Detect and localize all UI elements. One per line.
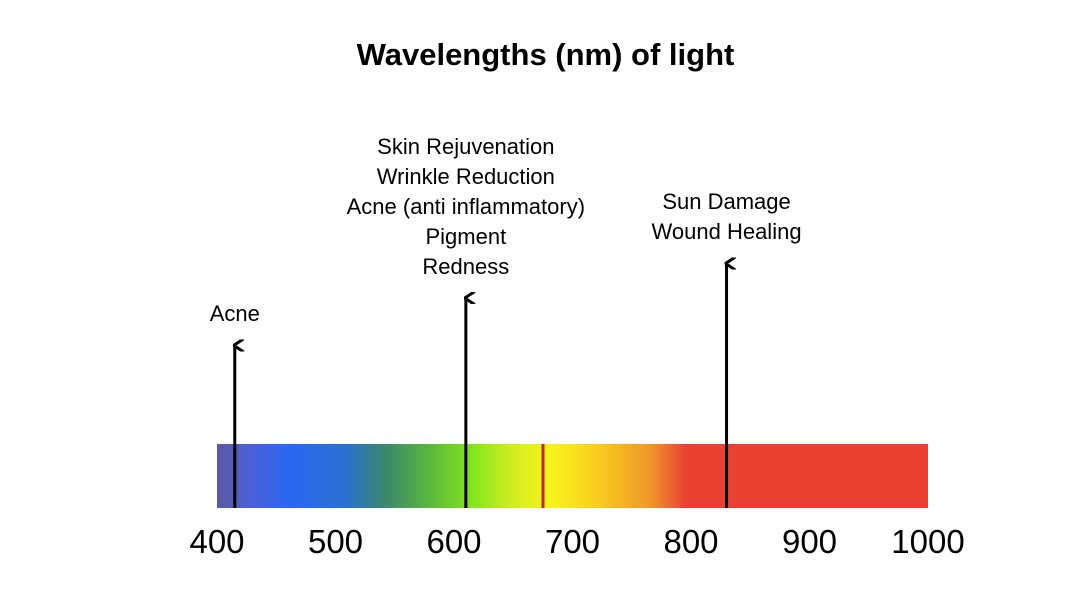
- marker-label-line: Pigment: [425, 224, 507, 250]
- marker-label-line: Acne (anti inflammatory): [346, 194, 586, 220]
- tick-label-400: 400: [189, 523, 245, 560]
- marker-label-line: Redness: [422, 254, 510, 280]
- tick-label-600: 600: [426, 523, 482, 560]
- tick-label-500: 500: [307, 523, 364, 560]
- tick-label-800: 800: [663, 523, 719, 560]
- diagram-title: Wavelengths (nm) of light: [356, 37, 735, 72]
- arrows-layer: [235, 263, 727, 508]
- marker-label-line: Skin Rejuvenation: [377, 134, 555, 160]
- marker-label-line: Sun Damage: [662, 189, 791, 215]
- tick-label-1000: 1000: [891, 523, 965, 560]
- marker-label-1: Acne: [210, 299, 260, 329]
- marker-label-3: Sun Damage Wound Healing: [652, 187, 802, 247]
- marker-label-line: Wound Healing: [651, 219, 802, 245]
- tick-label-900: 900: [781, 523, 838, 560]
- marker-label-line: Acne: [209, 301, 260, 327]
- spectrum-bar: [217, 444, 928, 508]
- marker-label-2: Skin Rejuvenation Wrinkle Reduction Acne (…: [347, 132, 585, 282]
- marker-label-line: Wrinkle Reduction: [376, 164, 555, 190]
- tick-label-700: 700: [544, 523, 601, 560]
